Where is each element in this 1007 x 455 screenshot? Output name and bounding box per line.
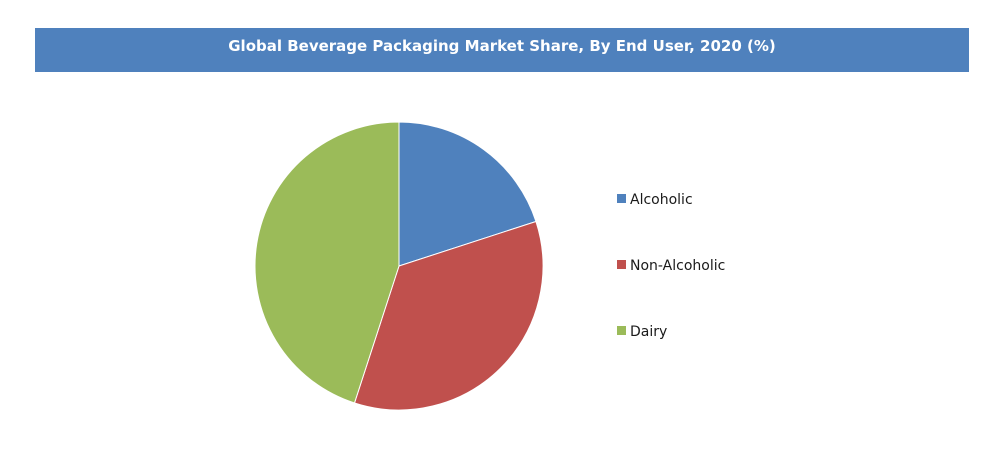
legend: Alcoholic Non-Alcoholic Dairy [617,192,725,340]
legend-swatch-non-alcoholic [617,260,626,269]
pie-slice-dairy [254,121,400,404]
chart-title-bar: Global Beverage Packaging Market Share, … [35,28,969,72]
pie-slices [254,121,544,411]
legend-label-dairy: Dairy [630,324,667,340]
legend-label-alcoholic: Alcoholic [630,192,693,208]
legend-label-non-alcoholic: Non-Alcoholic [630,258,725,274]
legend-swatch-alcoholic [617,194,626,203]
pie-slice-non-alcoholic [353,220,544,411]
pie-slice-alcoholic [398,121,537,267]
chart-title: Global Beverage Packaging Market Share, … [228,37,776,55]
legend-swatch-dairy [617,326,626,335]
